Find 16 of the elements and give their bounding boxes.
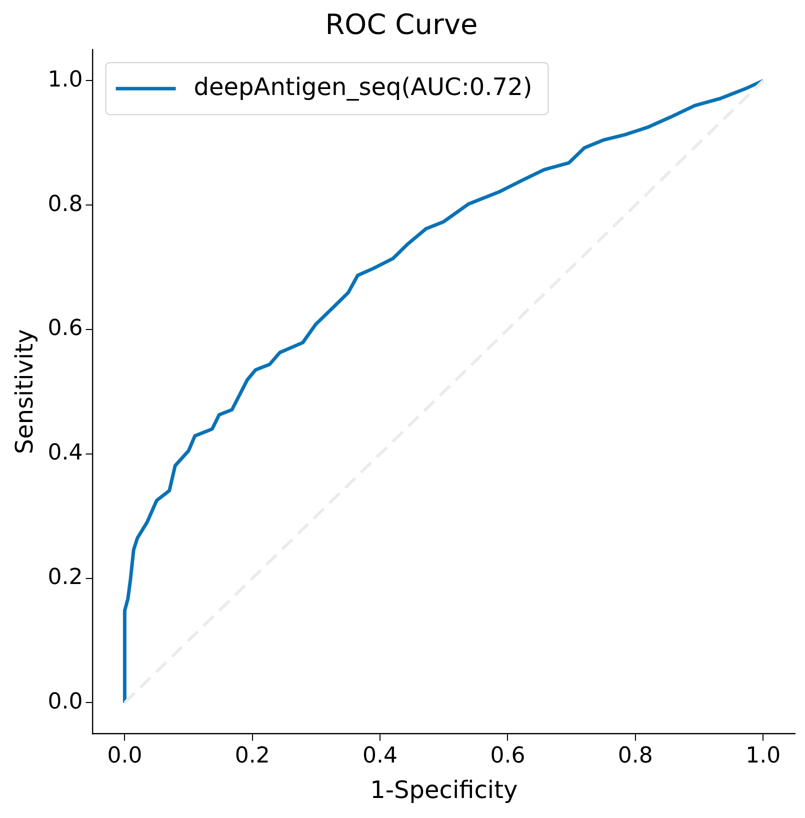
y-tick-label: 0.8: [48, 192, 83, 217]
x-tick-label: 0.2: [234, 744, 270, 769]
chart-title: ROC Curve: [325, 8, 478, 42]
y-tick-label: 0.2: [48, 565, 83, 590]
x-tick-label: 0.0: [107, 744, 142, 769]
y-tick-label: 0.6: [48, 316, 83, 342]
x-tick-label: 0.4: [362, 744, 398, 769]
y-tick-label: 0.4: [48, 440, 83, 466]
x-tick-label: 0.8: [618, 744, 653, 769]
y-tick-label: 0.0: [48, 689, 83, 714]
x-tick-label: 0.6: [490, 744, 526, 769]
legend-label: deepAntigen_seq(AUC:0.72): [194, 72, 532, 101]
y-axis-title: Sensitivity: [10, 329, 39, 454]
x-tick-label: 1.0: [746, 744, 781, 769]
y-tick-label: 1.0: [48, 67, 83, 92]
x-axis-title: 1-Specificity: [370, 776, 518, 804]
